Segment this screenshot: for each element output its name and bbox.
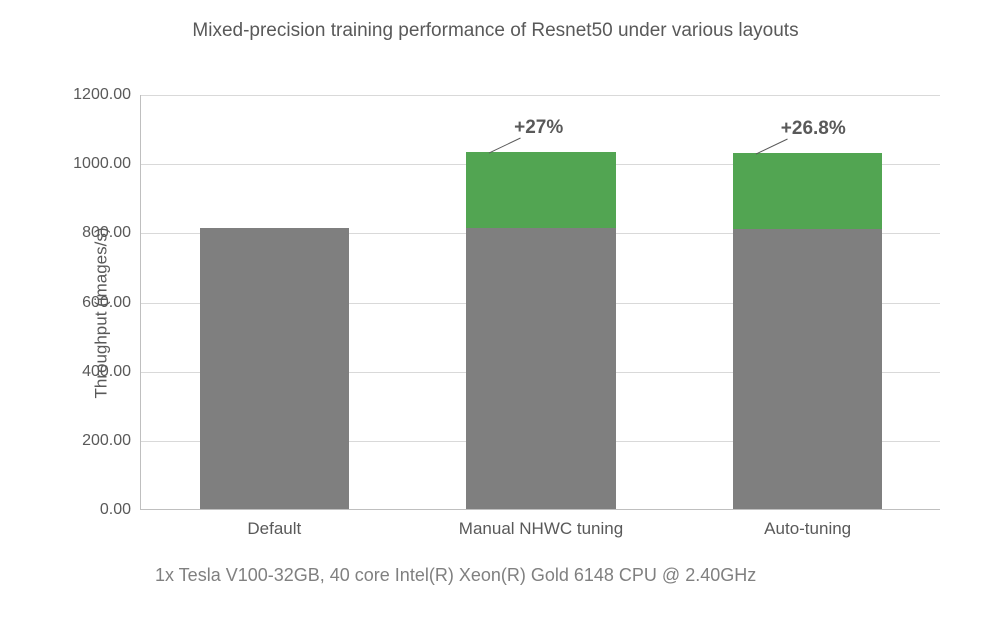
y-tick-label: 1000.00 (73, 155, 131, 173)
plot-area: 0.00200.00400.00600.00800.001000.001200.… (140, 95, 940, 510)
gridline (141, 95, 940, 96)
bar-group (466, 152, 615, 509)
y-tick-label: 0.00 (100, 501, 131, 519)
chart-container: Mixed-precision training performance of … (0, 0, 991, 625)
x-category-label: Default (247, 519, 301, 539)
y-tick-label: 1200.00 (73, 86, 131, 104)
bar-segment-gain (466, 152, 615, 228)
bar-group (733, 153, 882, 509)
bar-segment-base (733, 229, 882, 509)
y-tick-label: 200.00 (82, 432, 131, 450)
y-tick-label: 600.00 (82, 294, 131, 312)
x-category-label: Auto-tuning (764, 519, 851, 539)
y-tick-label: 400.00 (82, 363, 131, 381)
bar-group (200, 228, 349, 509)
bar-segment-gain (733, 153, 882, 228)
y-tick-label: 800.00 (82, 224, 131, 242)
x-category-label: Manual NHWC tuning (459, 519, 623, 539)
chart-footnote: 1x Tesla V100-32GB, 40 core Intel(R) Xeo… (155, 565, 756, 586)
bar-segment-base (200, 228, 349, 509)
bar-annotation: +26.8% (781, 118, 846, 140)
chart-title: Mixed-precision training performance of … (0, 20, 991, 42)
bar-annotation: +27% (514, 117, 563, 139)
bar-segment-base (466, 228, 615, 509)
